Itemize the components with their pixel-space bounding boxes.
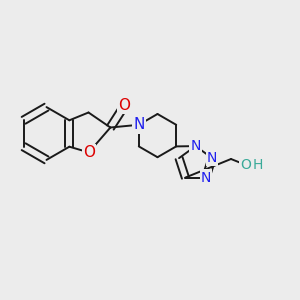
Text: N: N — [133, 117, 145, 132]
Text: H: H — [252, 158, 262, 172]
Text: O: O — [118, 98, 130, 113]
Text: N: N — [190, 139, 201, 153]
Text: N: N — [201, 171, 211, 184]
Text: O: O — [241, 158, 251, 172]
Text: N: N — [207, 151, 217, 165]
Text: O: O — [83, 145, 95, 160]
